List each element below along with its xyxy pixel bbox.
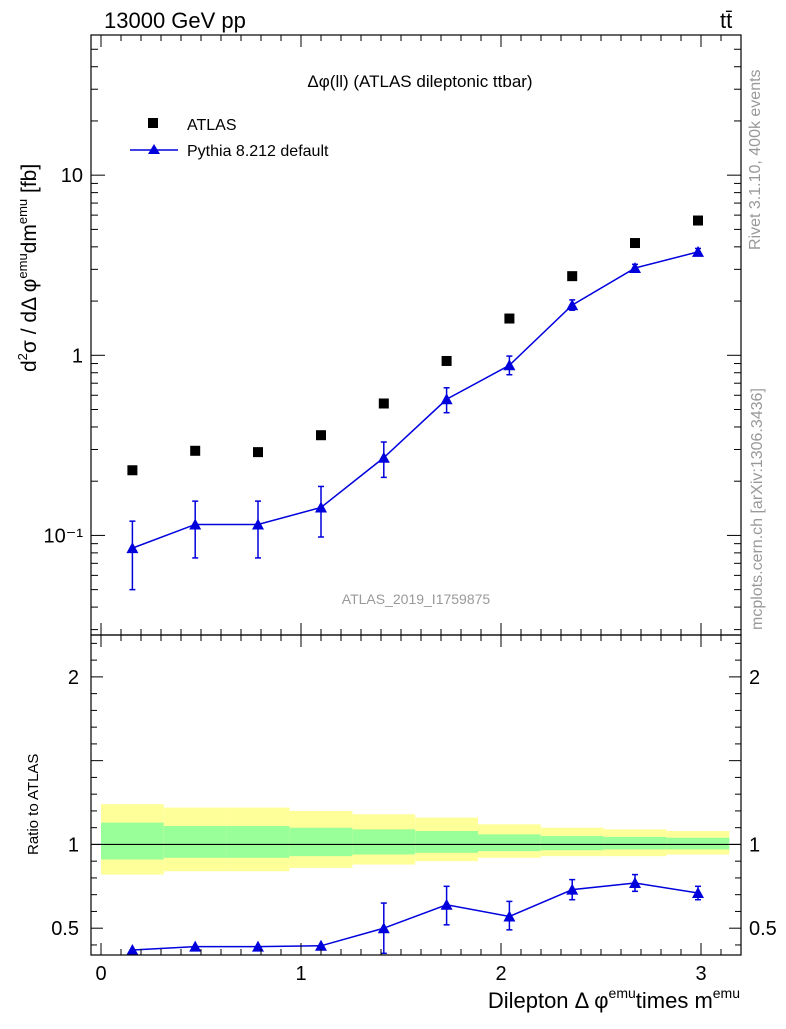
main-y-tick-label: 10	[61, 165, 83, 187]
energy-label: 13000 GeV pp	[104, 8, 246, 33]
ratio-inner-band	[289, 827, 353, 857]
ratio-y-tick-label-right: 2	[749, 667, 760, 689]
pythia-point	[252, 518, 264, 530]
pythia-point	[566, 299, 579, 311]
legend-pythia-label: Pythia 8.212 default	[187, 143, 329, 160]
ratio-inner-band	[540, 836, 604, 851]
ratio-point	[566, 883, 579, 895]
ratio-inner-band	[352, 829, 416, 855]
pythia-point	[189, 518, 202, 530]
pythia-point	[692, 245, 704, 257]
pythia-point	[315, 501, 327, 513]
mcplots-label: mcplots.cern.ch [arXiv:1306.3436]	[749, 388, 766, 630]
watermark: ATLAS_2019_I1759875	[342, 591, 491, 607]
main-y-tick-label: 1	[72, 345, 83, 367]
pythia-point	[377, 451, 390, 463]
ratio-y-tick-label-left: 0.5	[51, 918, 79, 940]
ratio-point	[315, 939, 327, 951]
ratio-x-axis-label: Dilepton Δ φemutimes memu	[488, 985, 740, 1013]
ratio-point	[629, 876, 641, 888]
atlas-point	[567, 271, 578, 282]
ratio-inner-band	[163, 825, 227, 858]
main-title: Δφ(ll) (ATLAS dileptonic ttbar)	[307, 72, 532, 91]
atlas-point	[441, 355, 452, 366]
atlas-point	[127, 465, 138, 476]
ratio-y-axis-label: Ratio to ATLAS	[25, 754, 42, 855]
ratio-point	[440, 898, 453, 910]
ratio-point	[503, 910, 516, 922]
main-y-axis-label: d2σ / dΔ φemudmemu [fb]	[15, 164, 41, 372]
ratio-panel: Ratio to ATLAS Dilepton Δ φemutimes memu…	[25, 634, 777, 1013]
atlas-point	[504, 313, 515, 324]
legend-atlas-marker	[148, 118, 158, 128]
main-panel: Δφ(ll) (ATLAS dileptonic ttbar) ATLAS_20…	[15, 34, 742, 636]
ratio-point	[692, 887, 704, 899]
ratio-inner-band	[226, 825, 290, 858]
ratio-y-tick-label-left: 2	[68, 667, 79, 689]
legend-pythia-marker	[148, 144, 160, 154]
ratio-x-tick-label: 3	[695, 963, 706, 985]
pythia-point	[629, 262, 641, 274]
ratio-frame	[90, 634, 742, 956]
ratio-point	[189, 940, 202, 952]
main-data-layer	[126, 215, 704, 591]
pythia-point	[503, 359, 516, 371]
ratio-y-tick-label-left: 1	[68, 834, 79, 856]
ratio-point	[126, 943, 139, 955]
atlas-point	[378, 398, 389, 409]
atlas-point	[630, 238, 640, 249]
main-y-tick-label: 10⁻¹	[44, 525, 84, 547]
rivet-label: Rivet 3.1.10, 400k events	[747, 69, 764, 250]
ratio-line	[132, 882, 699, 951]
atlas-point	[190, 445, 201, 456]
legend-atlas-label: ATLAS	[187, 117, 237, 134]
ratio-x-tick-label: 2	[495, 963, 506, 985]
atlas-point	[253, 447, 263, 458]
pythia-point	[126, 542, 139, 554]
process-label: tt̄	[720, 8, 732, 33]
ratio-inner-band	[101, 822, 164, 860]
ratio-inner-band	[666, 837, 730, 850]
ratio-inner-band	[415, 831, 478, 853]
ratio-y-tick-label-right: 1	[749, 834, 760, 856]
atlas-point	[316, 430, 326, 441]
pythia-point	[440, 393, 453, 405]
ratio-x-tick-label: 1	[295, 963, 306, 985]
pythia-line	[132, 251, 699, 549]
ratio-point	[377, 922, 390, 934]
ratio-inner-band	[603, 836, 667, 850]
ratio-y-tick-label-right: 0.5	[749, 918, 777, 940]
ratio-x-tick-label: 0	[95, 963, 106, 985]
ratio-data-layer	[91, 804, 741, 955]
atlas-point	[693, 215, 703, 226]
ratio-point	[252, 940, 264, 952]
ratio-inner-band	[478, 834, 541, 852]
